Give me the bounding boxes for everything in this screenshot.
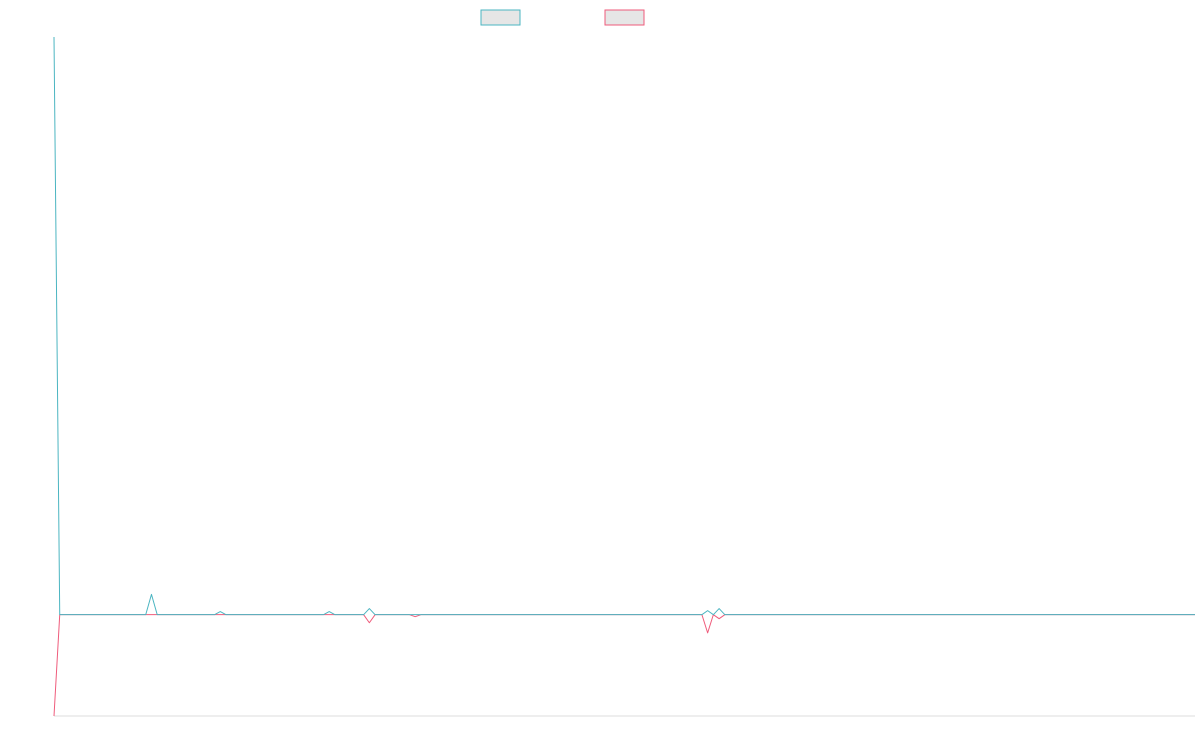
series-line-b: [53, 614, 1195, 717]
legend[interactable]: [480, 9, 645, 26]
legend-swatch-series-a[interactable]: [480, 9, 521, 26]
series-line-a: [53, 36, 1195, 616]
legend-swatch-series-b[interactable]: [604, 9, 645, 26]
plot-area: [53, 36, 1195, 717]
